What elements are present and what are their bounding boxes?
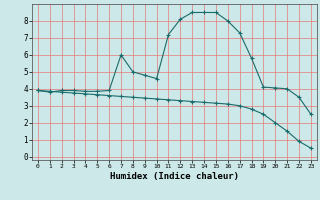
X-axis label: Humidex (Indice chaleur): Humidex (Indice chaleur) [110,172,239,181]
